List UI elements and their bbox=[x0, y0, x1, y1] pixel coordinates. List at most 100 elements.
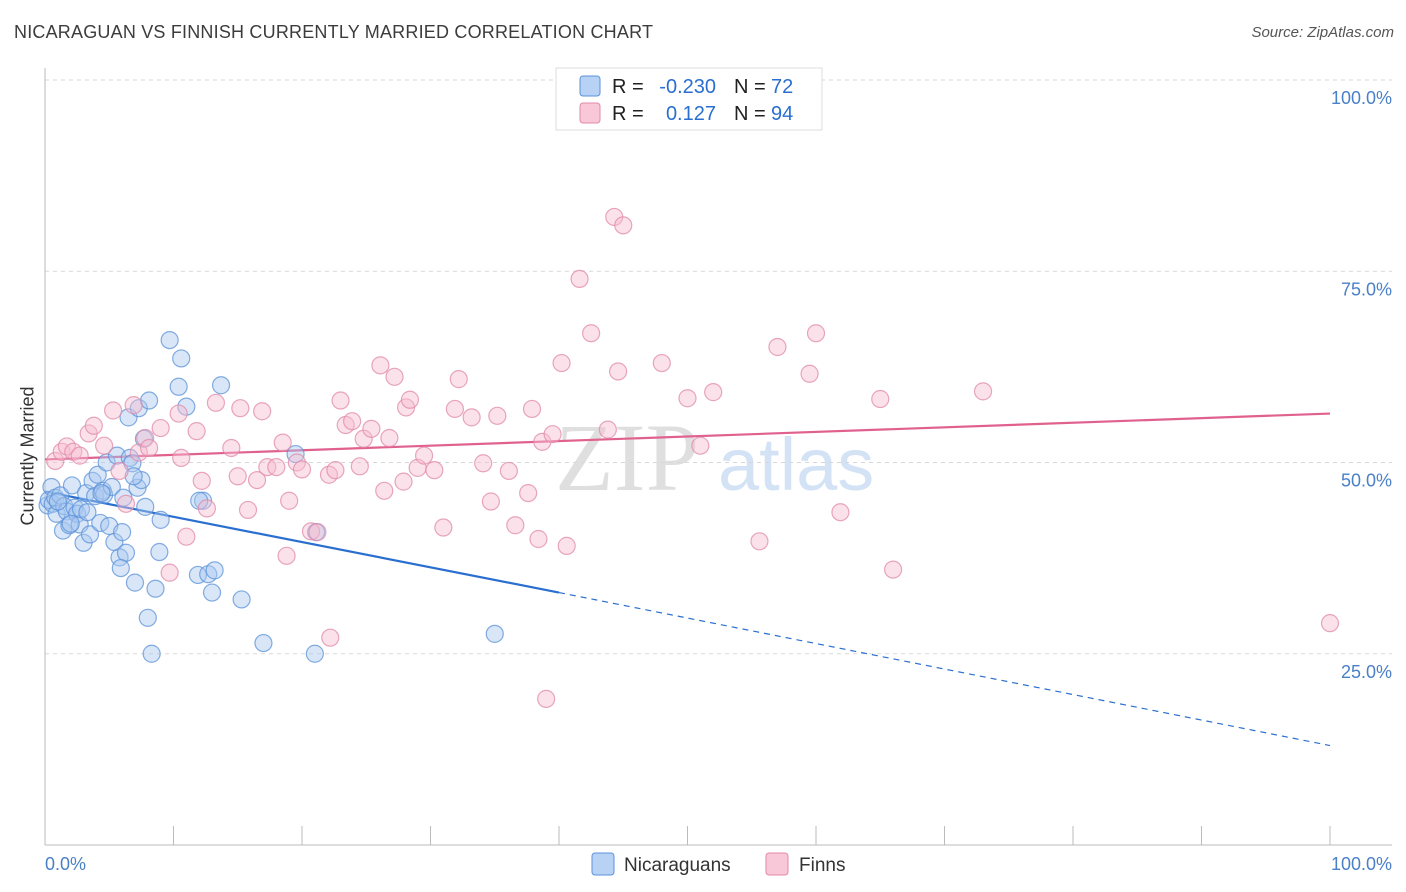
finn-point bbox=[222, 438, 241, 458]
finn-point bbox=[831, 503, 850, 522]
stats-n-label: N = bbox=[734, 76, 766, 98]
nicaraguan-point bbox=[111, 558, 130, 578]
watermark: ZIP atlas bbox=[555, 404, 874, 511]
nicaraguan-point bbox=[88, 465, 107, 484]
stats-n-value: 72 bbox=[771, 76, 793, 98]
finn-point bbox=[331, 391, 350, 410]
finn-point bbox=[609, 362, 628, 381]
finn-point bbox=[326, 461, 345, 480]
finn-point bbox=[445, 399, 465, 419]
finn-point bbox=[375, 481, 394, 500]
nicaraguan-point bbox=[188, 565, 208, 585]
nicaraguan-point bbox=[485, 624, 504, 643]
nicaraguan-point bbox=[139, 391, 159, 410]
finn-point bbox=[228, 467, 247, 486]
x-tick-label-min: 0.0% bbox=[45, 854, 86, 874]
legend-label-nicaraguans: Nicaraguans bbox=[624, 855, 731, 876]
finn-point bbox=[800, 364, 819, 383]
nicaraguan-point bbox=[151, 510, 170, 529]
finn-point bbox=[354, 429, 373, 448]
y-tick-label: 50.0% bbox=[1341, 471, 1392, 491]
finn-point bbox=[434, 518, 453, 537]
finn-point bbox=[691, 436, 710, 455]
finn-point bbox=[806, 324, 826, 343]
nicaraguan-point bbox=[142, 644, 161, 663]
finn-point bbox=[371, 356, 390, 375]
nicaraguan-point bbox=[146, 579, 165, 598]
nicaraguan-point bbox=[202, 583, 222, 602]
stats-n-label: N = bbox=[734, 103, 766, 125]
finn-point bbox=[552, 353, 571, 373]
finn-point bbox=[319, 465, 339, 484]
finn-point bbox=[425, 461, 444, 480]
nicaraguan-point bbox=[78, 503, 97, 522]
finn-point bbox=[652, 353, 671, 373]
finn-point bbox=[394, 472, 413, 491]
finn-point bbox=[557, 536, 576, 555]
finn-point bbox=[350, 457, 369, 476]
finn-point bbox=[506, 516, 525, 535]
finn-point bbox=[481, 492, 500, 511]
stats-box: R = -0.230 N = 72 R = 0.127 N = 94 bbox=[555, 67, 823, 131]
finn-point bbox=[292, 460, 312, 479]
finn-point bbox=[768, 337, 787, 357]
nicaraguan-trend-extension bbox=[558, 591, 1331, 747]
nicaraguan-point bbox=[80, 525, 100, 544]
finn-point bbox=[678, 389, 697, 408]
nicaraguan-point bbox=[177, 397, 196, 416]
finn-point bbox=[704, 383, 723, 402]
finn-point bbox=[169, 404, 188, 423]
finn-point bbox=[197, 499, 217, 518]
nicaraguan-point bbox=[160, 331, 179, 350]
finn-point bbox=[462, 408, 481, 427]
finn-point bbox=[400, 390, 420, 409]
finn-point bbox=[231, 399, 250, 418]
nicaraguan-point bbox=[150, 542, 169, 562]
nicaraguan-point bbox=[190, 491, 209, 510]
finn-point bbox=[750, 532, 769, 551]
finn-point bbox=[95, 436, 114, 455]
finn-point bbox=[308, 523, 327, 542]
finn-point bbox=[192, 471, 211, 490]
finn-point bbox=[206, 393, 226, 412]
nicaraguan-point bbox=[205, 561, 224, 580]
nicaraguan-point bbox=[134, 429, 154, 448]
finn-point bbox=[529, 529, 548, 549]
x-tick-label-max: 100.0% bbox=[1331, 854, 1392, 874]
finn-point bbox=[973, 382, 993, 401]
finn-point bbox=[110, 461, 129, 481]
legend-swatch-finns bbox=[765, 852, 789, 876]
finn-point bbox=[116, 494, 136, 513]
y-tick-label: 75.0% bbox=[1341, 279, 1392, 299]
watermark-atlas: atlas bbox=[718, 423, 874, 506]
stats-r-value: -0.230 bbox=[659, 76, 716, 98]
nicaraguan-point bbox=[125, 573, 145, 592]
nicaraguan-point bbox=[305, 644, 324, 663]
chart-title: NICARAGUAN VS FINNISH CURRENTLY MARRIED … bbox=[14, 22, 654, 42]
finn-point bbox=[598, 420, 617, 439]
finn-point bbox=[238, 500, 258, 520]
legend-swatch-nicaraguans bbox=[591, 852, 615, 876]
finn-point bbox=[362, 419, 381, 438]
chart-source: Source: ZipAtlas.com bbox=[1251, 24, 1394, 41]
nicaraguan-trend-line bbox=[44, 490, 560, 594]
trend-layer bbox=[44, 412, 1331, 747]
nicaraguan-point bbox=[172, 349, 191, 368]
finn-point bbox=[543, 425, 562, 444]
stats-r-label: R = bbox=[612, 76, 644, 98]
nicaraguan-point bbox=[102, 477, 121, 497]
stats-swatch-nicaraguans bbox=[579, 75, 601, 97]
finn-point bbox=[582, 324, 601, 343]
finn-point bbox=[519, 484, 538, 503]
nicaraguan-point bbox=[138, 608, 157, 627]
finn-point bbox=[343, 412, 362, 431]
nicaraguan-point bbox=[232, 590, 251, 609]
finn-point bbox=[273, 433, 292, 452]
finn-point bbox=[883, 560, 903, 579]
legend: Nicaraguans Finns bbox=[591, 852, 845, 876]
finn-point bbox=[253, 402, 272, 421]
nicaraguan-point bbox=[211, 376, 231, 395]
stats-r-value: 0.127 bbox=[666, 103, 716, 125]
finn-point bbox=[537, 689, 556, 708]
nicaraguan-point bbox=[62, 476, 82, 495]
